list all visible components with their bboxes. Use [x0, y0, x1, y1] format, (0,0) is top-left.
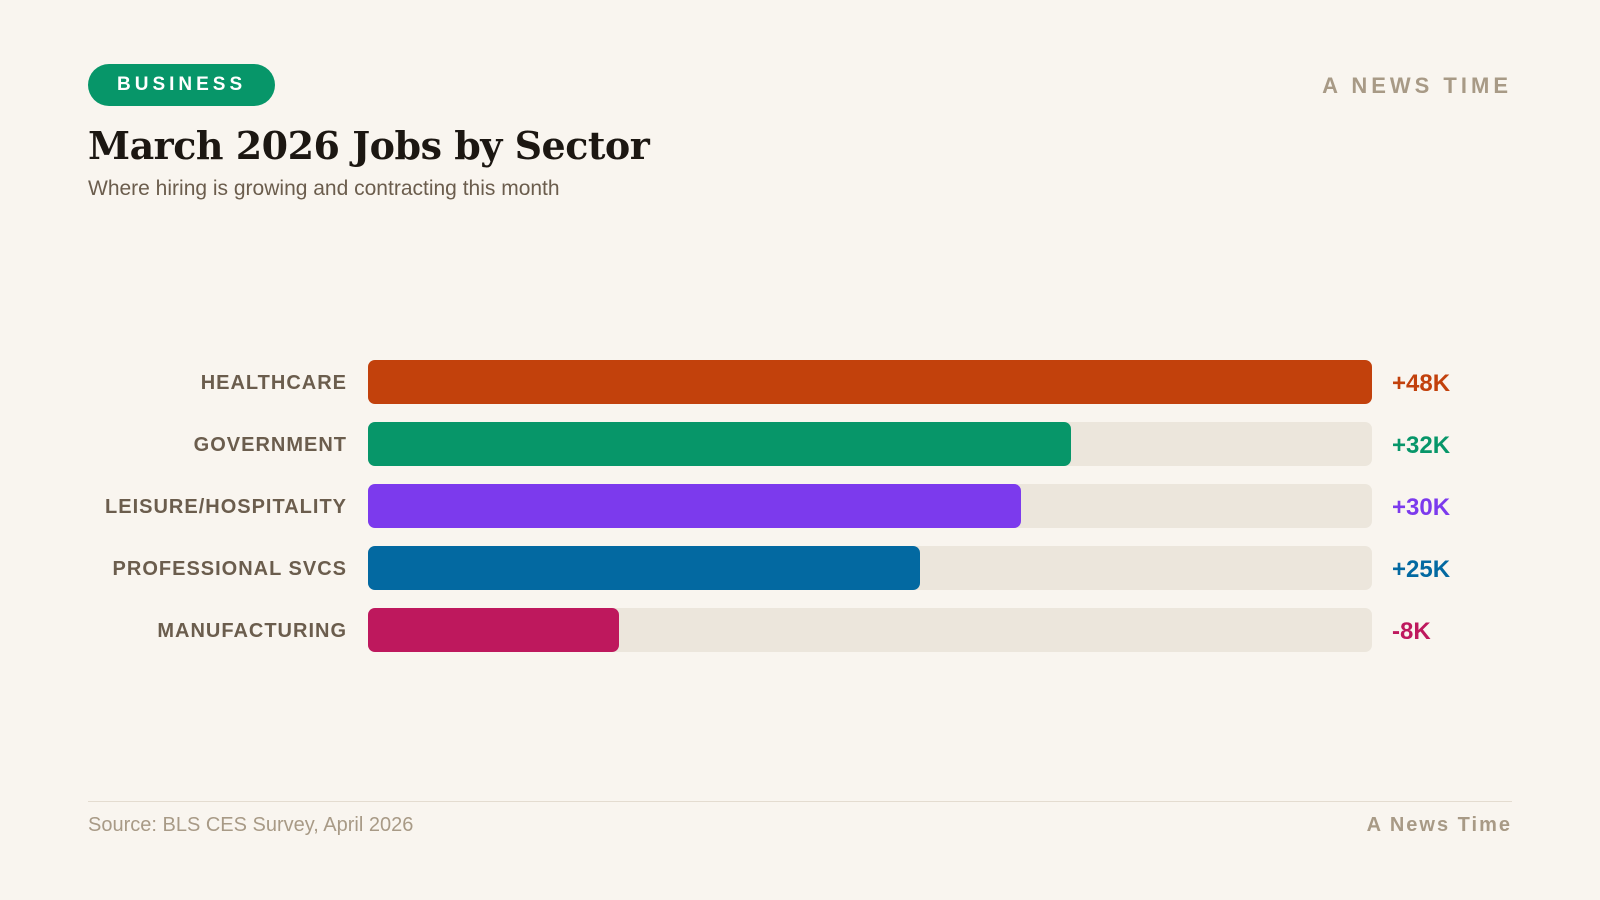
footer-brand: A News Time: [1366, 814, 1512, 836]
category-badge: BUSINESS: [88, 64, 276, 106]
value-label: -8K: [1392, 618, 1431, 645]
brand-wordmark: A NEWS TIME: [1322, 73, 1512, 98]
bar-healthcare: [368, 360, 1372, 404]
category-label: GOVERNMENT: [194, 434, 347, 456]
value-label: +30K: [1392, 494, 1451, 521]
category-label: HEALTHCARE: [201, 372, 347, 394]
chart-subtitle: Where hiring is growing and contracting …: [88, 177, 560, 200]
value-label: +25K: [1392, 556, 1451, 583]
bar-leisure-hospitality: [368, 484, 1021, 528]
bar-chart: HEALTHCARE +48K GOVERNMENT +32K LEISURE/HOSP…: [105, 360, 1451, 652]
source-note: Source: BLS CES Survey, April 2026: [88, 814, 414, 836]
value-label: +32K: [1392, 432, 1451, 459]
bar-government: [368, 422, 1071, 466]
footer-divider: [88, 801, 1512, 802]
category-label: PROFESSIONAL SVCS: [113, 558, 347, 580]
chart-title: March 2026 Jobs by Sector: [88, 123, 650, 168]
bar-professional-svcs: [368, 546, 920, 590]
category-label: LEISURE/HOSPITALITY: [105, 496, 347, 518]
category-label: MANUFACTURING: [157, 620, 347, 642]
bar-manufacturing: [368, 608, 619, 652]
value-label: +48K: [1392, 370, 1451, 397]
